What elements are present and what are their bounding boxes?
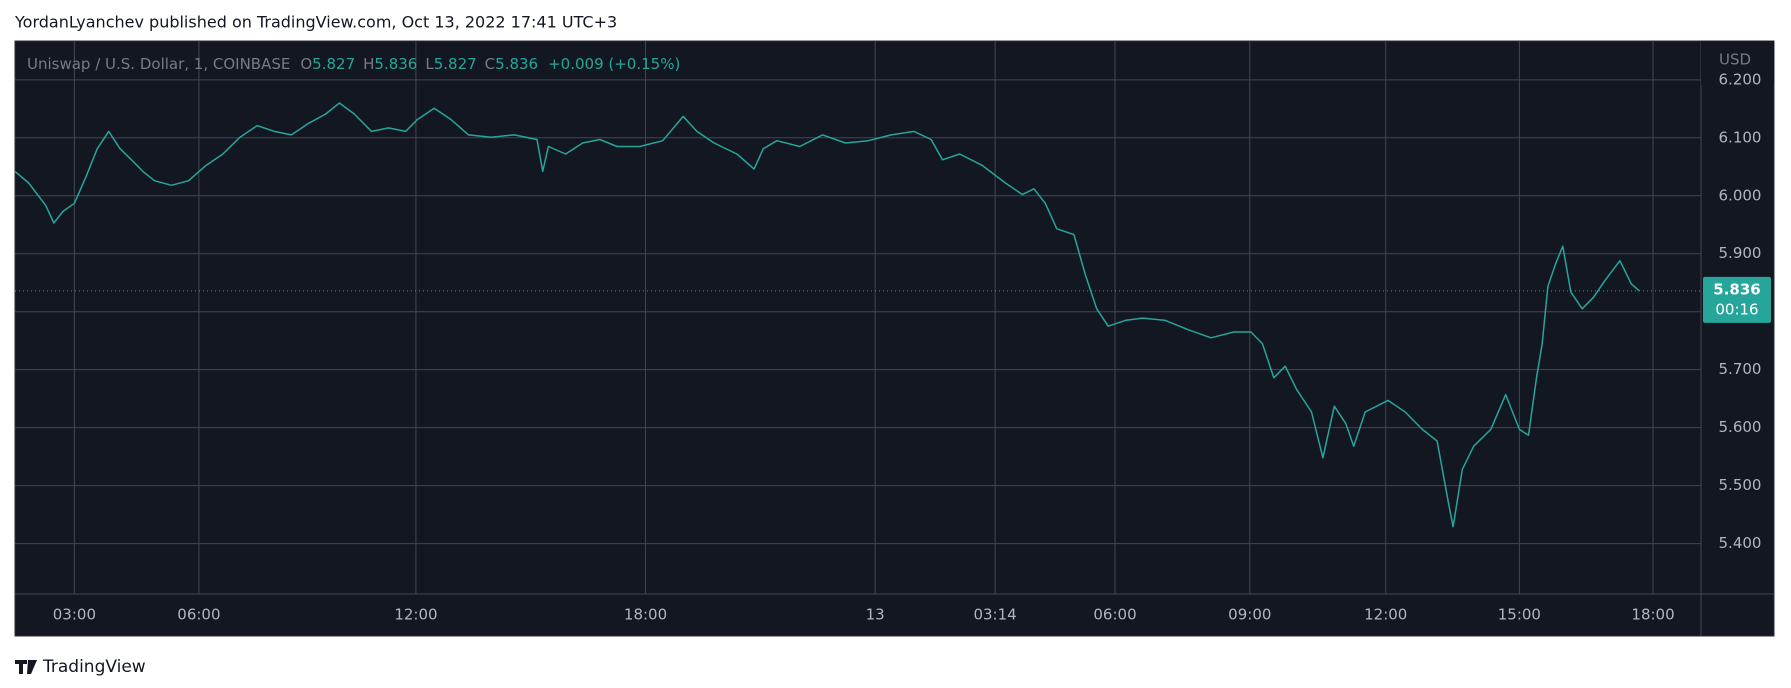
x-tick-label: 06:00 — [1093, 606, 1136, 624]
y-tick-label: 6.100 — [1719, 128, 1762, 146]
ohlc-value: 5.836 — [495, 55, 538, 73]
last-price-badge — [1703, 276, 1771, 323]
brand-logo: TradingView — [15, 657, 146, 677]
grid — [15, 41, 1701, 594]
ohlc-value: 5.836 — [374, 55, 417, 73]
x-tick-label: 18:00 — [1631, 606, 1674, 624]
ohlc-key: O — [300, 55, 312, 73]
x-tick-label: 18:00 — [624, 606, 667, 624]
chart-background — [14, 40, 1775, 637]
ohlc-key: L — [425, 55, 434, 73]
ohlc-key: C — [485, 55, 495, 73]
y-tick-label: 6.200 — [1719, 70, 1762, 88]
price-line — [14, 102, 1640, 528]
countdown: 00:16 — [1715, 300, 1758, 318]
x-tick-label: 09:00 — [1228, 606, 1271, 624]
x-tick-label: 12:00 — [1364, 606, 1407, 624]
y-tick-label: 5.600 — [1719, 418, 1762, 436]
y-tick-label: 5.400 — [1719, 534, 1762, 552]
y-tick-label: 5.700 — [1719, 360, 1762, 378]
x-tick-label: 03:00 — [53, 606, 96, 624]
x-tick-label: 13 — [866, 606, 885, 624]
brand-name: TradingView — [42, 657, 146, 677]
ohlc-value: 5.827 — [434, 55, 477, 73]
plot — [14, 102, 1701, 528]
last-price-label: 5.836 — [1713, 280, 1760, 298]
y-tick-label: 6.000 — [1719, 186, 1762, 204]
x-tick-label: 03:14 — [973, 606, 1016, 624]
y-tick-label: 5.500 — [1719, 476, 1762, 494]
ohlc-value: 5.827 — [312, 55, 355, 73]
axis-header-bg — [1701, 41, 1774, 85]
symbol-legend: Uniswap / U.S. Dollar, 1, COINBASE O5.827… — [27, 55, 680, 73]
y-tick-label: 5.900 — [1719, 244, 1762, 262]
ohlc-key: H — [363, 55, 374, 73]
symbol: Uniswap / U.S. Dollar, 1, COINBASE — [27, 55, 290, 73]
change: +0.009 (+0.15%) — [548, 55, 680, 73]
currency-label: USD — [1719, 51, 1751, 69]
x-tick-label: 15:00 — [1498, 606, 1541, 624]
published-line: YordanLyanchev published on TradingView.… — [14, 13, 617, 32]
x-tick-label: 12:00 — [394, 606, 437, 624]
x-tick-label: 06:00 — [177, 606, 220, 624]
logo-icon — [15, 660, 37, 674]
